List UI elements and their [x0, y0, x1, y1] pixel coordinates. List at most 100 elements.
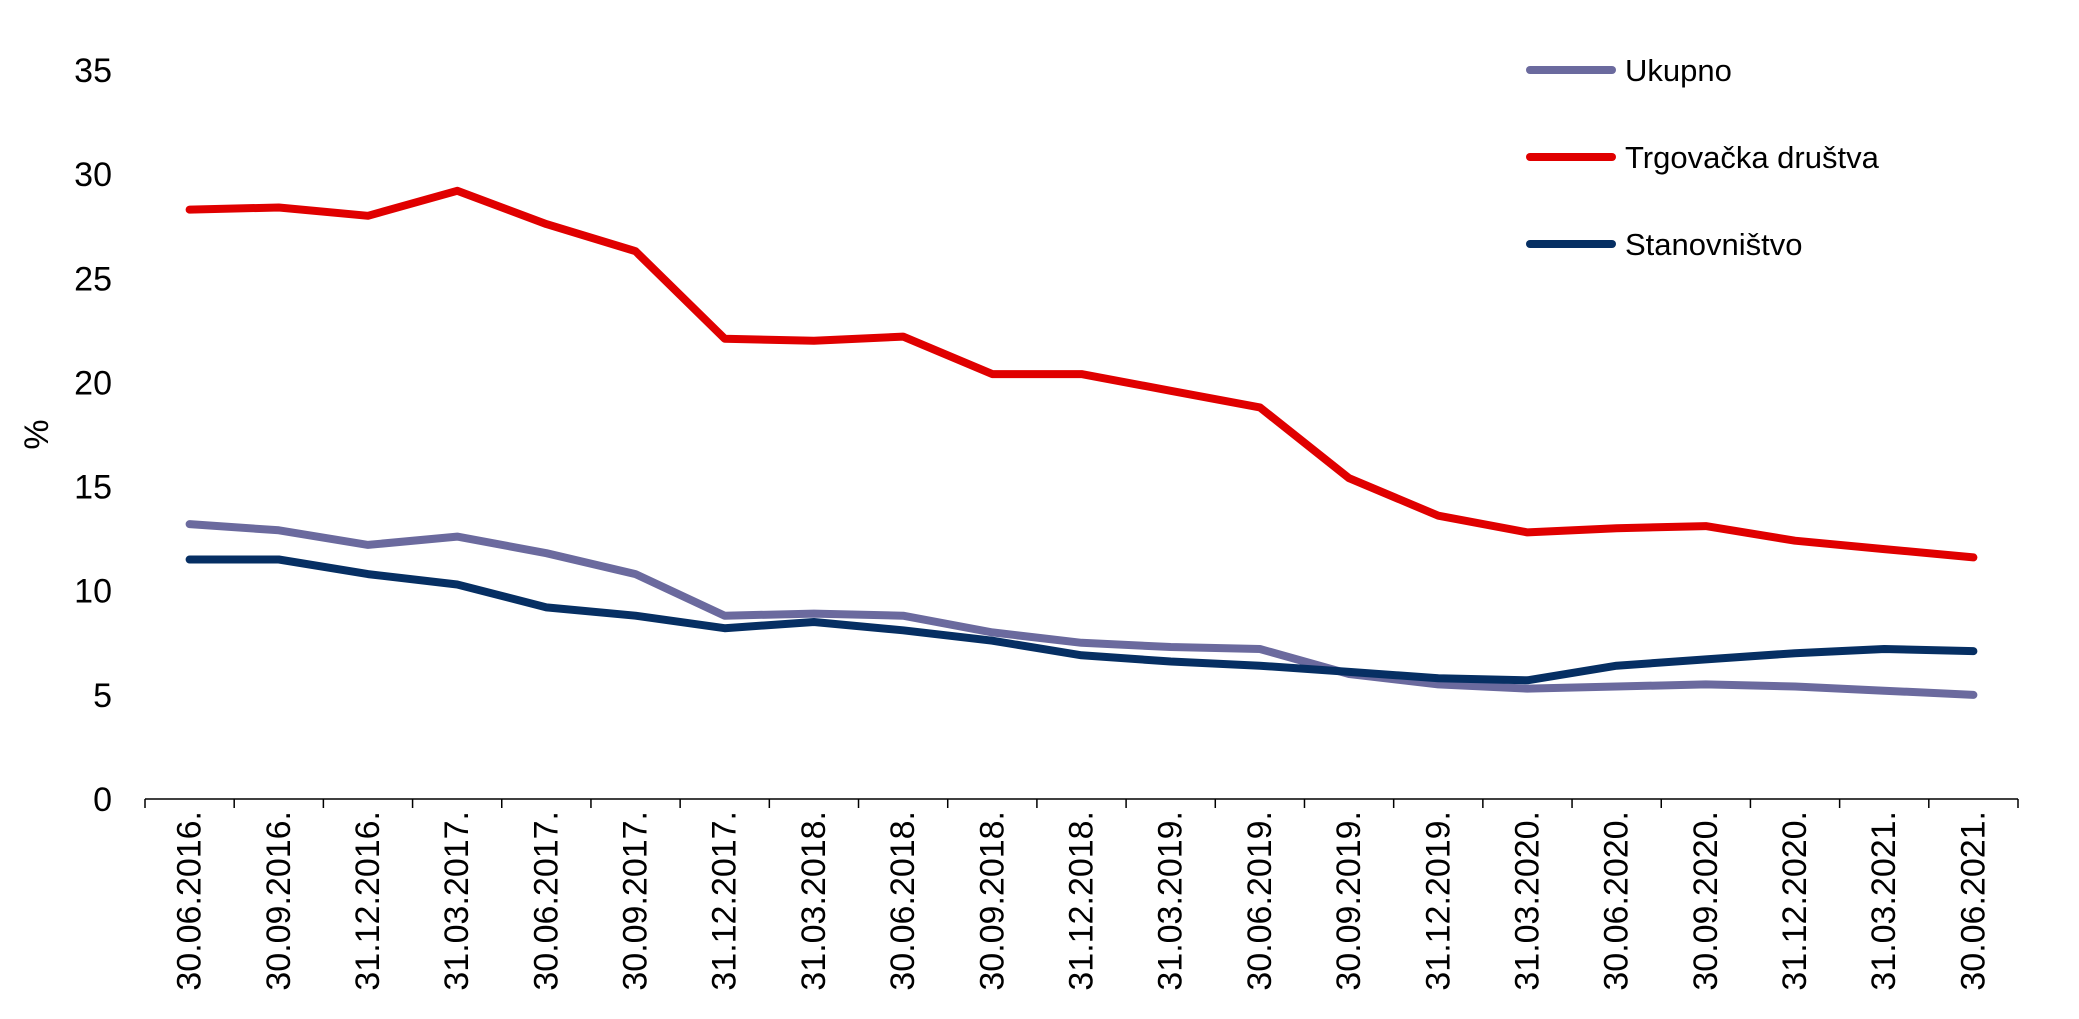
data-point — [989, 371, 996, 378]
data-point — [1970, 691, 1977, 698]
x-tick-label: 31.03.2018. — [795, 811, 833, 991]
data-point — [1702, 656, 1709, 663]
x-tick-label: 30.09.2017. — [617, 811, 655, 991]
x-tick-label: 31.12.2020. — [1776, 811, 1814, 991]
data-point — [543, 221, 550, 228]
x-tick-label: 31.03.2021. — [1865, 811, 1903, 991]
data-point — [989, 637, 996, 644]
data-point — [454, 533, 461, 540]
data-point — [1970, 648, 1977, 655]
data-point — [1167, 387, 1174, 394]
data-point — [1256, 662, 1263, 669]
y-tick-label: 20 — [74, 364, 112, 402]
data-point — [364, 212, 371, 219]
data-point — [1256, 646, 1263, 653]
data-point — [810, 337, 817, 344]
data-point — [364, 571, 371, 578]
x-tick-label: 30.06.2021. — [1954, 811, 1992, 991]
data-point — [1078, 652, 1085, 659]
data-point — [1078, 371, 1085, 378]
data-point — [1702, 681, 1709, 688]
data-point — [1792, 650, 1799, 657]
data-point — [1346, 475, 1353, 482]
legend-label: Stanovništvo — [1625, 227, 1803, 262]
data-point — [1702, 523, 1709, 530]
y-tick-label: 35 — [74, 52, 112, 90]
data-point — [900, 333, 907, 340]
data-point — [186, 521, 193, 528]
x-tick-label: 31.03.2020. — [1508, 811, 1546, 991]
x-tick-label: 30.06.2019. — [1241, 811, 1279, 991]
data-point — [721, 625, 728, 632]
data-point — [1078, 639, 1085, 646]
x-tick-label: 30.09.2016. — [260, 811, 298, 991]
data-point — [454, 581, 461, 588]
x-tick-label: 31.12.2017. — [706, 811, 744, 991]
y-tick-label: 0 — [93, 781, 112, 819]
data-point — [810, 610, 817, 617]
x-tick-label: 30.06.2016. — [171, 811, 209, 991]
legend-label: Trgovačka društva — [1625, 140, 1880, 175]
data-point — [632, 612, 639, 619]
data-point — [1881, 687, 1888, 694]
data-point — [721, 612, 728, 619]
data-point — [900, 627, 907, 634]
data-point — [1792, 537, 1799, 544]
data-point — [989, 629, 996, 636]
data-point — [810, 618, 817, 625]
y-tick-label: 10 — [74, 573, 112, 611]
y-axis-label: % — [18, 419, 56, 449]
data-point — [454, 187, 461, 194]
data-point — [1435, 675, 1442, 682]
data-point — [543, 550, 550, 557]
data-point — [1524, 677, 1531, 684]
legend: Ukupno Trgovačka društva Stanovništvo — [1526, 53, 1880, 262]
y-tick-label: 30 — [74, 156, 112, 194]
x-tick-label: 30.09.2018. — [973, 811, 1011, 991]
x-tick-label: 31.12.2019. — [1419, 811, 1457, 991]
x-tick-label: 30.06.2017. — [527, 811, 565, 991]
y-tick-label: 5 — [93, 677, 112, 715]
data-point — [1881, 546, 1888, 553]
data-point — [1970, 554, 1977, 561]
data-point — [275, 556, 282, 563]
axes: 30.06.2016. 30.09.2016. 31.12.2016. 31.03.2… — [18, 52, 2019, 991]
series-line — [185, 520, 1978, 699]
series-layer — [185, 186, 1978, 699]
data-point — [186, 556, 193, 563]
x-tick-label: 30.06.2020. — [1598, 811, 1636, 991]
data-point — [900, 612, 907, 619]
data-point — [721, 335, 728, 342]
data-point — [543, 604, 550, 611]
data-point — [275, 527, 282, 534]
data-point — [275, 204, 282, 211]
data-point — [1435, 512, 1442, 519]
data-point — [1167, 658, 1174, 665]
data-point — [364, 541, 371, 548]
data-point — [1881, 646, 1888, 653]
x-tick-label: 31.03.2019. — [1152, 811, 1190, 991]
data-point — [1524, 529, 1531, 536]
x-tick-label: 30.06.2018. — [884, 811, 922, 991]
data-point — [1524, 685, 1531, 692]
y-tick-label: 15 — [74, 469, 112, 507]
x-tick-label: 30.09.2020. — [1687, 811, 1725, 991]
y-tick-label: 25 — [74, 260, 112, 298]
data-point — [1613, 683, 1620, 690]
data-point — [1167, 643, 1174, 650]
x-tick-label: 31.12.2018. — [1063, 811, 1101, 991]
data-point — [1256, 404, 1263, 411]
data-point — [1792, 683, 1799, 690]
data-point — [1346, 668, 1353, 675]
x-tick-label: 31.12.2016. — [349, 811, 387, 991]
data-point — [632, 571, 639, 578]
data-point — [1435, 681, 1442, 688]
data-point — [1613, 662, 1620, 669]
data-point — [632, 248, 639, 255]
data-point — [186, 206, 193, 213]
data-point — [1613, 525, 1620, 532]
x-tick-label: 31.03.2017. — [438, 811, 476, 991]
x-tick-label: 30.09.2019. — [1330, 811, 1368, 991]
